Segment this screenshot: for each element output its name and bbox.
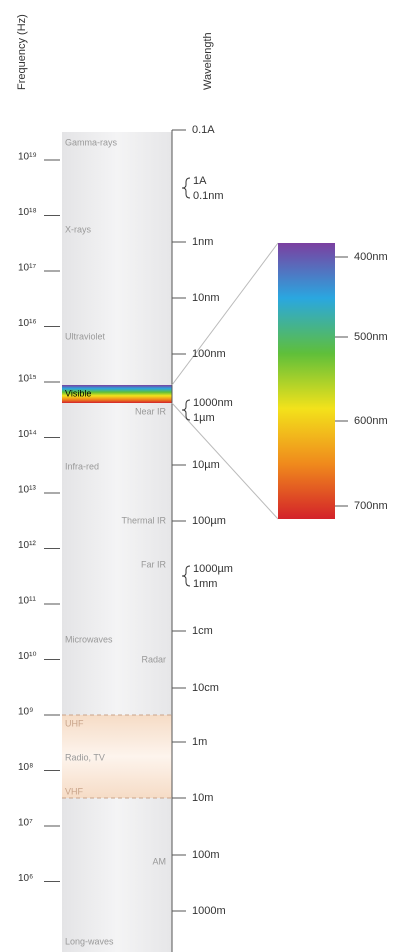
wavelength-label: 1m [192,736,207,748]
frequency-label: 10¹⁸ [18,207,37,218]
brace [181,177,191,199]
frequency-label: 10¹⁵ [18,374,37,385]
region-label: Thermal IR [121,515,166,525]
wavelength-label: 1cm [192,625,213,637]
visible-band [62,385,172,403]
brace [181,399,191,421]
wavelength-label: 100m [192,849,220,861]
region-label: Radar [141,654,166,664]
region-label: UHF [65,718,84,728]
wavelength-label: 1000m [192,905,226,917]
frequency-title: Frequency (Hz) [16,14,28,90]
frequency-label: 10¹⁹ [18,152,37,163]
region-label: Infra-red [65,461,99,471]
frequency-label: 10¹⁷ [18,263,36,274]
wavelength-label: 1nm [192,236,213,248]
region-label: Long-waves [65,936,114,946]
region-label: VHF [65,786,84,796]
region-label: Visible [65,388,91,398]
frequency-label: 10¹⁴ [18,429,37,440]
frequency-label: 10¹¹ [18,596,36,607]
wavelength-label: 0.1A [192,124,215,136]
wavelength-label: 0.1nm [193,190,224,202]
zoom-line [171,402,279,520]
radio-band [62,715,172,798]
region-label: Ultraviolet [65,331,106,341]
region-label: Radio, TV [65,752,105,762]
region-label: Near IR [135,406,167,416]
wavelength-label: 1µm [193,412,215,424]
region-label: X-rays [65,224,92,234]
wavelength-label: 100nm [192,348,226,360]
wavelength-label: 1mm [193,578,217,590]
frequency-label: 10¹² [18,540,36,551]
frequency-label: 10⁸ [18,762,33,773]
wavelength-label: 1A [193,175,207,187]
wavelength-label: 10µm [192,459,220,471]
visible-label: 400nm [354,251,388,263]
visible-label: 500nm [354,331,388,343]
wavelength-label: 1000nm [193,397,233,409]
visible-zoom [278,243,335,519]
frequency-label: 10¹⁰ [18,651,36,662]
frequency-label: 10¹⁶ [18,318,37,329]
visible-label: 700nm [354,500,388,512]
brace [181,565,191,587]
frequency-label: 10¹³ [18,485,36,496]
region-label: Gamma-rays [65,137,118,147]
frequency-label: 10⁷ [18,818,33,829]
visible-label: 600nm [354,415,388,427]
zoom-line [171,242,279,386]
wavelength-title: Wavelength [202,32,214,90]
wavelength-label: 100µm [192,515,226,527]
region-label: Far IR [141,559,167,569]
wavelength-label: 10m [192,792,213,804]
spectrum-column [62,132,172,952]
frequency-label: 10⁹ [18,707,33,718]
wavelength-label: 10cm [192,682,219,694]
region-label: Microwaves [65,634,113,644]
wavelength-label: 10nm [192,292,220,304]
region-label: AM [153,856,167,866]
wavelength-label: 1000µm [193,563,233,575]
frequency-label: 10⁶ [18,873,33,884]
